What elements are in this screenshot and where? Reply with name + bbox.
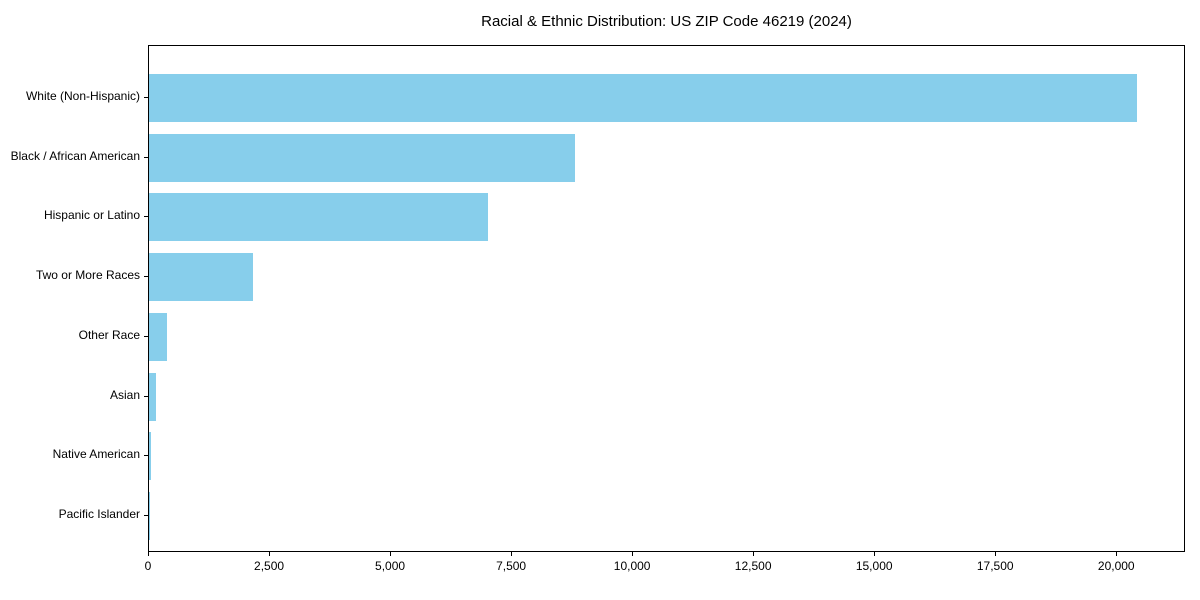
x-tick-label: 7,500 (496, 559, 527, 573)
x-tick-label: 10,000 (613, 559, 651, 573)
bar-pacific-islander (149, 491, 150, 540)
y-tick-label: Pacific Islander (58, 506, 140, 521)
bar-two-or-more-races (149, 253, 254, 302)
y-tick-label: Hispanic or Latino (43, 208, 140, 223)
plot-area (148, 45, 1185, 552)
y-tick-mark (144, 156, 148, 158)
y-tick-label: Native American (52, 447, 140, 462)
y-tick-mark (144, 514, 148, 516)
bar-asian (149, 372, 157, 421)
x-tick-mark (995, 552, 997, 556)
bar-native-american (149, 432, 151, 481)
x-tick-mark (269, 552, 271, 556)
x-tick-mark (632, 552, 634, 556)
y-tick-mark (144, 335, 148, 337)
y-tick-mark (144, 216, 148, 218)
x-tick-mark (511, 552, 513, 556)
y-tick-mark (144, 395, 148, 397)
y-tick-mark (144, 455, 148, 457)
chart-title: Racial & Ethnic Distribution: US ZIP Cod… (481, 13, 852, 30)
y-tick-label: Asian (109, 387, 140, 402)
x-tick-label: 12,500 (734, 559, 772, 573)
x-tick-label: 15,000 (855, 559, 893, 573)
x-tick-label: 20,000 (1097, 559, 1135, 573)
x-tick-mark (753, 552, 755, 556)
y-tick-mark (144, 97, 148, 98)
x-tick-mark (390, 552, 392, 556)
x-tick-mark (1116, 552, 1118, 556)
y-tick-label: Two or More Races (35, 268, 140, 283)
x-tick-label: 0 (144, 559, 152, 573)
bar-hispanic-or-latino (149, 193, 488, 242)
bar-white-non-hispanic (149, 74, 1137, 122)
x-tick-mark (148, 552, 149, 556)
y-tick-label: Black / African American (10, 148, 140, 163)
x-tick-label: 17,500 (976, 559, 1014, 573)
y-tick-label: Other Race (78, 327, 140, 342)
x-tick-mark (874, 552, 876, 556)
bar-other-race (149, 312, 167, 361)
x-tick-label: 2,500 (254, 559, 285, 573)
y-tick-label: White (Non-Hispanic) (25, 89, 140, 103)
x-tick-label: 5,000 (375, 559, 406, 573)
bar-black-african-american (149, 133, 576, 182)
y-tick-mark (144, 276, 148, 278)
